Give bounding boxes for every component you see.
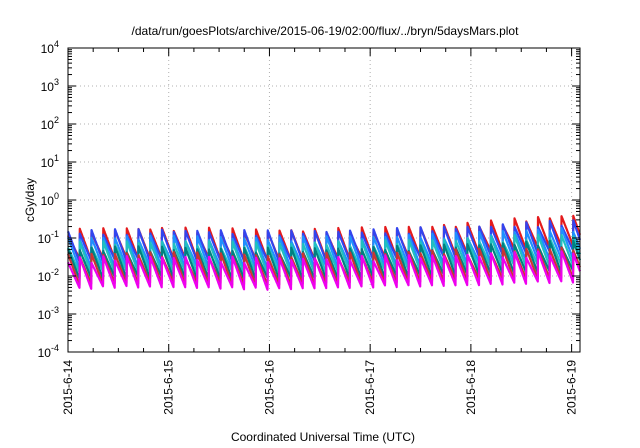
x-axis: 2015-6-14 2015-6-15 2015-6-16 2015-6-17 2015… xyxy=(61,48,579,415)
y-tick-label: 102 xyxy=(41,115,59,132)
x-tick-label: 2015-6-16 xyxy=(262,360,276,415)
y-axis-label: cGy/day xyxy=(23,178,37,222)
x-axis-label: Coordinated Universal Time (UTC) xyxy=(231,430,415,444)
series-line-2 xyxy=(66,219,582,264)
series-line-4 xyxy=(67,233,582,276)
y-tick-label: 10-4 xyxy=(38,343,59,360)
series-layer xyxy=(66,214,582,291)
y-tick-label: 10-2 xyxy=(38,267,59,284)
series-line-3 xyxy=(66,227,582,270)
y-tick-label: 100 xyxy=(41,191,59,208)
x-tick-label: 2015-6-15 xyxy=(162,360,176,415)
x-tick-label: 2015-6-17 xyxy=(363,360,377,415)
chart-title: /data/run/goesPlots/archive/2015-06-19/0… xyxy=(132,24,520,38)
grid xyxy=(68,48,580,352)
series-line-7 xyxy=(67,250,582,291)
y-axis: 10-4 10-3 10-2 10-1 100 101 102 103 104 xyxy=(38,39,580,360)
y-tick-label: 101 xyxy=(41,153,59,170)
x-tick-label: 2015-6-14 xyxy=(61,360,75,415)
x-tick-label: 2015-6-19 xyxy=(565,360,579,415)
y-tick-label: 10-1 xyxy=(38,229,59,246)
y-tick-label: 104 xyxy=(41,39,59,56)
x-tick-label: 2015-6-18 xyxy=(464,360,478,415)
y-tick-label: 103 xyxy=(41,77,59,94)
y-tick-label: 10-3 xyxy=(38,305,59,322)
